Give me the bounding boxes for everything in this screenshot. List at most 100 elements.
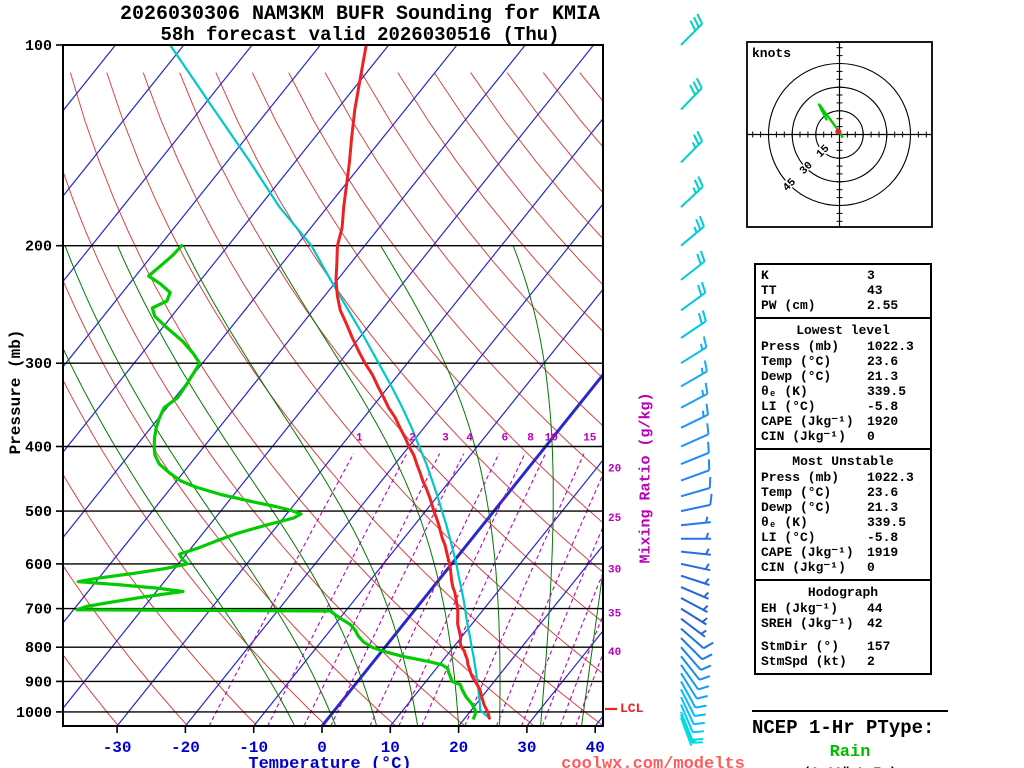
section-gap bbox=[761, 631, 925, 639]
stat-label: Temp (°C) bbox=[761, 354, 832, 369]
stat-value: 2 bbox=[867, 654, 875, 669]
dry-adiabat bbox=[288, 72, 603, 475]
temperature-tick-label: 10 bbox=[381, 739, 400, 757]
wind-barb bbox=[681, 532, 711, 540]
mixing-ratio-value-label: 30 bbox=[608, 565, 621, 577]
moist-adiabat bbox=[512, 245, 554, 726]
temperature-tick-label: 20 bbox=[449, 739, 468, 757]
wind-barb bbox=[680, 617, 707, 638]
wind-barb bbox=[680, 672, 708, 700]
stat-value: 339.5 bbox=[867, 515, 907, 530]
section-title: Hodograph bbox=[807, 585, 879, 600]
pressure-tick-label: 400 bbox=[25, 440, 52, 457]
stat-value: 0 bbox=[867, 560, 875, 575]
wind-barb bbox=[680, 493, 713, 513]
moist-adiabat bbox=[117, 245, 378, 726]
hodograph-ring bbox=[815, 110, 864, 159]
ptype-block: NCEP 1-Hr PType: Rain (0.00" L.E.) bbox=[752, 710, 948, 768]
lcl-label: LCL bbox=[620, 700, 644, 716]
pressure-tick-label: 900 bbox=[25, 674, 52, 691]
ptype-note: (0.00" L.E.) bbox=[752, 765, 948, 768]
stat-value: 157 bbox=[867, 639, 891, 654]
section-title: Most Unstable bbox=[792, 454, 894, 469]
wind-barb bbox=[680, 403, 709, 429]
mixing-ratio-value-label: 35 bbox=[608, 609, 622, 621]
stat-row: Dewp (°C) 21.3 bbox=[761, 369, 925, 384]
dry-adiabat bbox=[324, 72, 603, 427]
mixing-ratio-value-label: 10 bbox=[545, 433, 558, 445]
mixing-ratio-line bbox=[575, 652, 603, 726]
mixing-ratio-value-label: 1 bbox=[356, 433, 363, 445]
moist-adiabat bbox=[64, 245, 337, 726]
pressure-tick-label: 100 bbox=[25, 38, 52, 55]
stat-row: PW (cm) 2.55 bbox=[761, 298, 925, 313]
stat-value: 1022.3 bbox=[867, 470, 914, 485]
hodograph-units-label: knots bbox=[752, 46, 792, 61]
mixing-ratio-line bbox=[495, 473, 603, 726]
wind-barb bbox=[680, 627, 714, 650]
wind-barb bbox=[680, 215, 705, 247]
stat-row: EH (Jkg⁻¹) 44 bbox=[761, 601, 925, 616]
mixing-ratio-line bbox=[559, 613, 603, 726]
pressure-tick-label: 1000 bbox=[16, 705, 52, 722]
stat-value: 339.5 bbox=[867, 384, 907, 399]
mixing-ratio-value-label: 4 bbox=[466, 433, 473, 445]
stat-value: 21.3 bbox=[867, 500, 899, 515]
stat-value: 43 bbox=[867, 283, 883, 298]
dry-adiabat bbox=[63, 279, 396, 726]
wind-barb bbox=[680, 130, 704, 164]
stat-value: 2.55 bbox=[867, 298, 899, 313]
wind-barb bbox=[680, 459, 711, 482]
wind-barb bbox=[680, 382, 709, 409]
moist-adiabat bbox=[380, 245, 501, 726]
hodograph-ring bbox=[767, 62, 912, 207]
stat-label: TT bbox=[761, 283, 777, 298]
stat-row: SREH (Jkg⁻¹) 42 bbox=[761, 616, 925, 631]
isotherm bbox=[63, 45, 185, 197]
stat-value: 0 bbox=[867, 429, 875, 444]
dry-adiabat bbox=[433, 72, 603, 286]
mixing-ratio-value-label: 2 bbox=[409, 433, 416, 445]
stat-value: 1022.3 bbox=[867, 339, 914, 354]
moist-adiabat bbox=[182, 245, 419, 726]
wind-barb bbox=[680, 574, 710, 586]
mixing-ratio-line bbox=[398, 453, 526, 726]
isotherm bbox=[253, 288, 603, 726]
wind-barb bbox=[680, 714, 703, 744]
stat-value: 1919 bbox=[867, 545, 899, 560]
mixing-ratio-line bbox=[208, 453, 355, 726]
dry-adiabat bbox=[63, 654, 119, 726]
parcel-profile bbox=[169, 45, 491, 720]
dry-adiabat bbox=[63, 379, 327, 726]
stat-row: θₑ (K) 339.5 bbox=[761, 384, 925, 399]
mixing-ratio-value-label: 20 bbox=[608, 463, 621, 475]
wind-barb bbox=[680, 281, 707, 312]
stat-row: CIN (Jkg⁻¹) 0 bbox=[761, 560, 925, 575]
mixing-ratio-line bbox=[369, 453, 500, 726]
stat-row: TT 43 bbox=[761, 283, 925, 298]
isotherm bbox=[184, 203, 603, 726]
stat-value: -5.8 bbox=[867, 530, 899, 545]
storm-motion-dot bbox=[835, 128, 842, 135]
moist-adiabat bbox=[581, 567, 603, 726]
dry-adiabat bbox=[63, 169, 466, 726]
wind-barb bbox=[680, 655, 711, 681]
wind-barb bbox=[680, 423, 710, 448]
stat-label: K bbox=[761, 268, 769, 283]
stat-label: EH (Jkg⁻¹) bbox=[761, 601, 839, 616]
wind-barb bbox=[680, 77, 703, 111]
mixing-ratio-value-label: 15 bbox=[583, 433, 597, 445]
wind-barb bbox=[680, 646, 712, 671]
wind-barb bbox=[680, 688, 706, 717]
isotherm bbox=[63, 45, 526, 624]
hodograph-section: Hodograph EH (Jkg⁻¹) 44 SREH (Jkg⁻¹) 42 St… bbox=[756, 579, 930, 673]
mixing-ratio-line bbox=[421, 453, 546, 726]
mixing-ratio-value-label: 8 bbox=[527, 433, 534, 445]
isotherm bbox=[320, 372, 603, 726]
stat-label: CAPE (Jkg⁻¹) bbox=[761, 414, 854, 429]
wind-barb bbox=[680, 680, 707, 709]
